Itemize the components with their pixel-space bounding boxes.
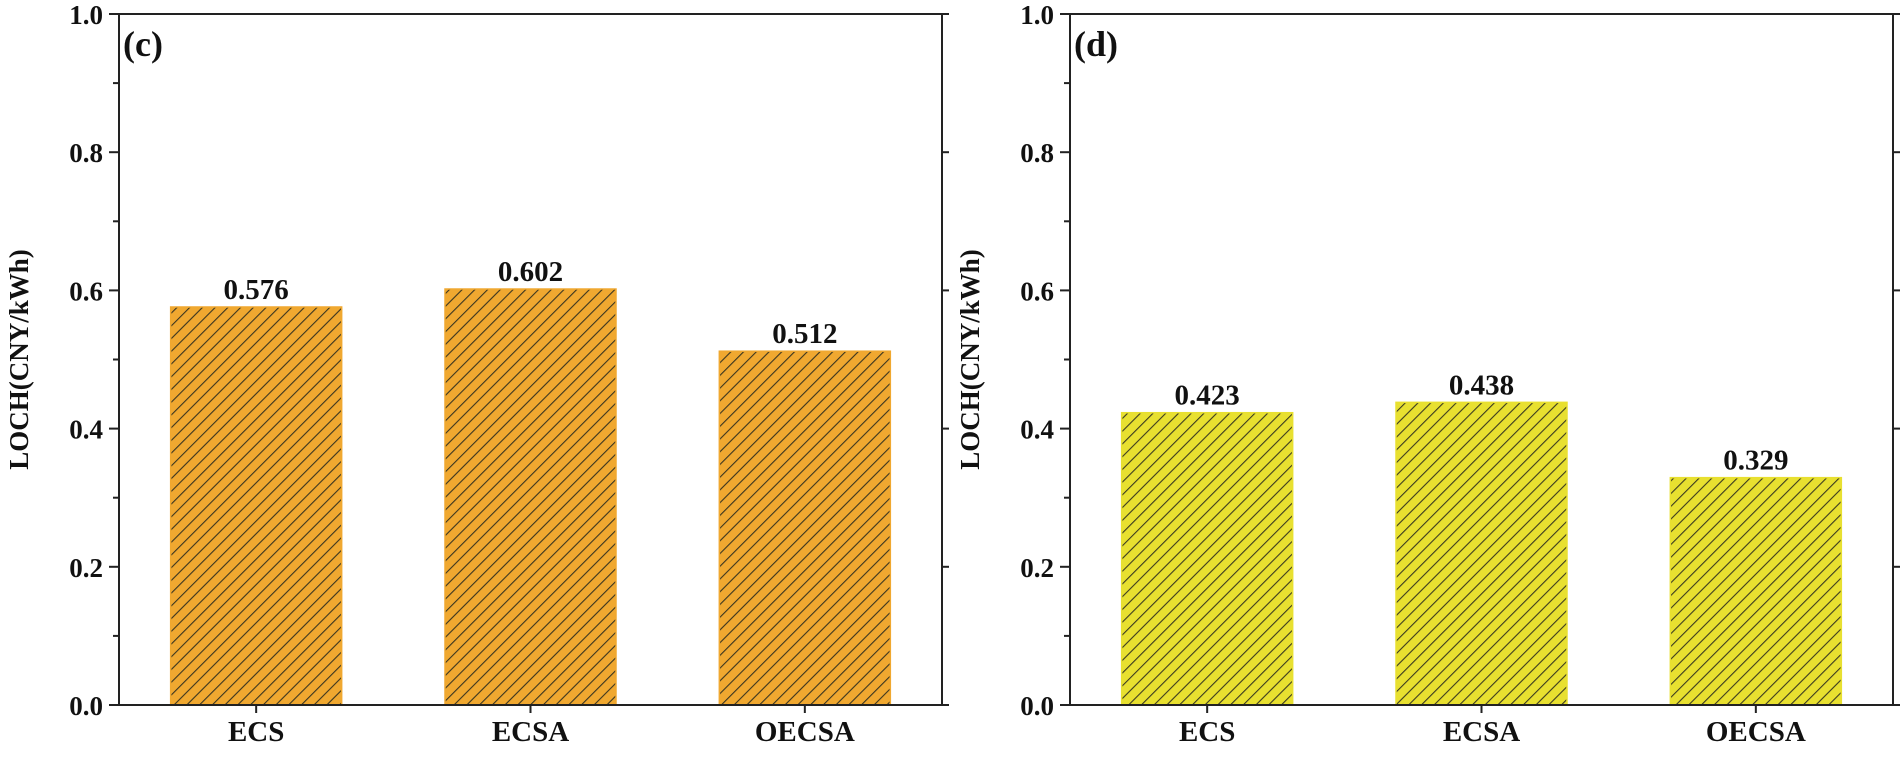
y-tick-label: 0.2 — [1020, 553, 1054, 583]
y-tick-label: 0.4 — [1020, 415, 1054, 445]
panel-c: 0.576 ECS 0.602 ECSA 0.512 OECSA 0.0 0.2 0.4 0.6 0… — [4, 0, 949, 748]
bar-ecs — [1120, 411, 1294, 706]
axes-frame — [118, 13, 943, 706]
y-tick-label: 0.6 — [1020, 276, 1054, 306]
y-tick-label: 0.2 — [69, 553, 103, 583]
bar-ecs — [169, 306, 343, 706]
panel-label: (c) — [123, 24, 163, 64]
y-tick-label: 1.0 — [1020, 0, 1054, 30]
x-tick-label: ECS — [1179, 716, 1235, 748]
x-tick-label: ECSA — [1443, 716, 1520, 748]
bar-oecsa — [1669, 476, 1843, 706]
value-label: 0.602 — [498, 256, 563, 288]
y-tick-label: 1.0 — [69, 0, 103, 30]
y-axis-label: LOCH(CNY/kWh) — [4, 249, 34, 470]
panel-d: 0.423 ECS 0.438 ECSA 0.329 OECSA 0.0 0.2 0.4 0.6 0… — [955, 0, 1900, 748]
x-tick-label: OECSA — [1706, 716, 1806, 748]
y-tick-label: 0.8 — [69, 138, 103, 168]
value-label: 0.512 — [772, 318, 837, 350]
y-axis-label: LOCH(CNY/kWh) — [955, 249, 985, 470]
value-label: 0.329 — [1723, 445, 1788, 477]
x-tick-label: ECS — [228, 716, 284, 748]
y-tick-label: 0.0 — [1020, 691, 1054, 721]
bar-ecsa — [1395, 401, 1568, 706]
x-tick-label: OECSA — [755, 716, 855, 748]
bar-ecsa — [444, 288, 617, 706]
bar-oecsa — [718, 350, 892, 706]
x-tick-label: ECSA — [492, 716, 569, 748]
y-tick-label: 0.0 — [69, 691, 103, 721]
y-tick-label: 0.4 — [69, 415, 103, 445]
value-label: 0.423 — [1175, 380, 1240, 412]
panel-label: (d) — [1074, 24, 1118, 64]
value-label: 0.576 — [224, 274, 289, 306]
value-label: 0.438 — [1449, 369, 1514, 401]
y-tick-label: 0.8 — [1020, 138, 1054, 168]
y-tick-label: 0.6 — [69, 276, 103, 306]
axes-frame — [1069, 13, 1894, 706]
